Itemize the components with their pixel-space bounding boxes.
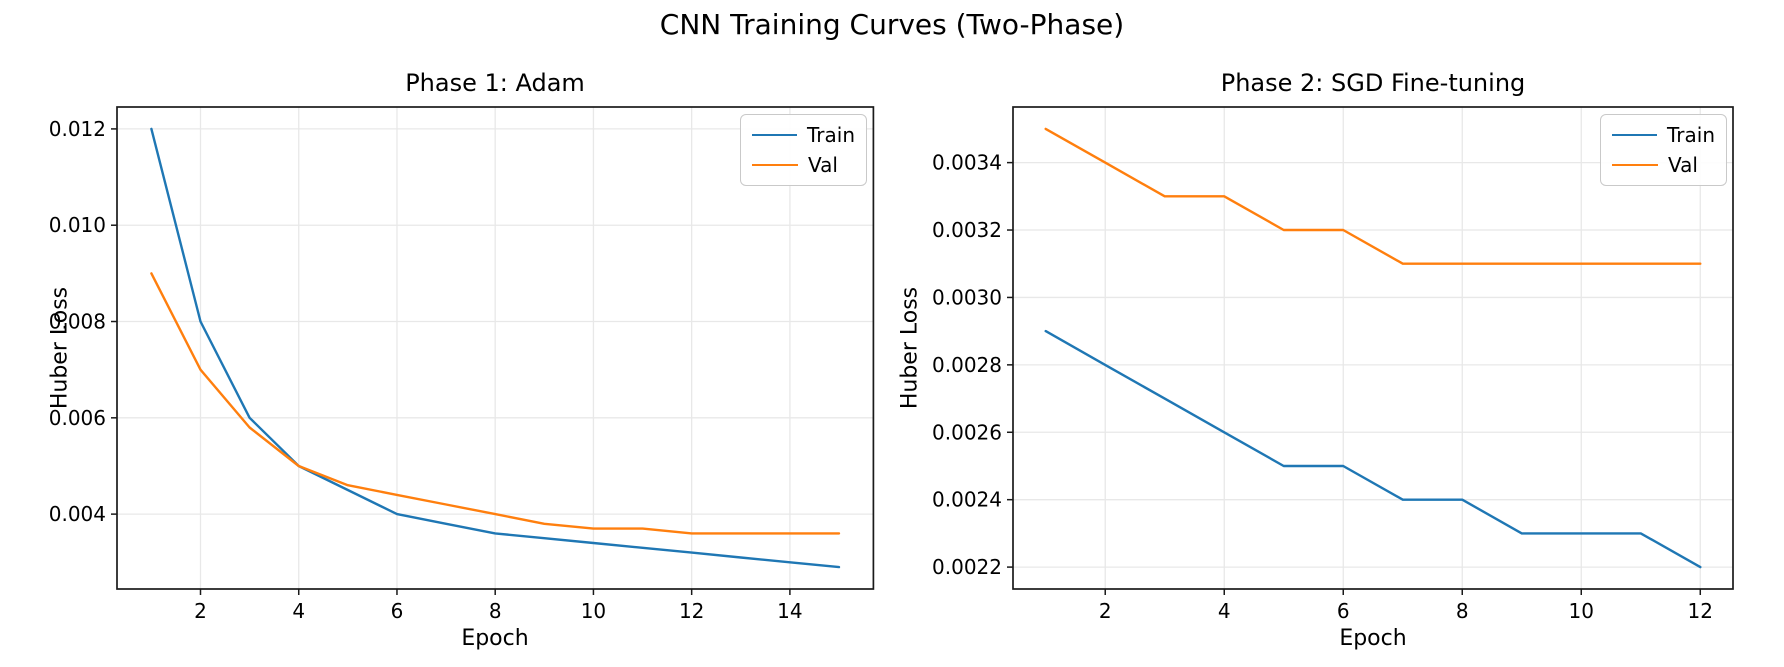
y-tick-label: 0.0030: [932, 285, 1002, 309]
train-line: [1044, 329, 1702, 569]
x-tick-label: 8: [1456, 599, 1469, 623]
x-tick-label: 2: [1099, 599, 1112, 623]
x-tick-label: 12: [679, 599, 704, 623]
figure-title: CNN Training Curves (Two-Phase): [659, 8, 1125, 41]
subplot-1-axes: 2 4 6 8 10 12 14 0.004 0.006 0.008 0.010 0.012: [49, 106, 875, 623]
val-line: [150, 272, 841, 535]
subplot2-legend: Train Val: [1600, 114, 1727, 186]
subplot-2-axes: 2 4 6 8 10 12 0.0022 0.0024 0.0026 0.0028 0.0030 0.…: [932, 106, 1734, 623]
y-tick-label: 0.0032: [932, 218, 1002, 242]
legend-label: Train: [1667, 123, 1715, 147]
legend-entry-val: Val: [752, 155, 855, 175]
x-tick-label: 6: [391, 599, 404, 623]
y-tick-label: 0.004: [49, 502, 106, 526]
legend-label: Train: [807, 123, 855, 147]
train-line: [150, 127, 841, 569]
y-tick-label: 0.006: [49, 406, 106, 430]
x-tick-label: 4: [1218, 599, 1231, 623]
legend-entry-val: Val: [1612, 155, 1715, 175]
subplot2-x-axis-label: Epoch: [1339, 626, 1407, 651]
subplot1-x-axis-label: Epoch: [461, 626, 529, 651]
y-tick-label: 0.0028: [932, 353, 1002, 377]
x-tick-label: 6: [1337, 599, 1350, 623]
x-tick-label: 2: [194, 599, 207, 623]
subplot1-legend: Train Val: [740, 114, 867, 186]
legend-entry-train: Train: [752, 125, 855, 145]
x-tick-label: 12: [1688, 599, 1713, 623]
subplot1-title: Phase 1: Adam: [405, 69, 585, 97]
x-tick-label: 10: [581, 599, 606, 623]
y-tick-label: 0.0022: [932, 555, 1002, 579]
x-tick-label: 10: [1569, 599, 1594, 623]
subplot2-title: Phase 2: SGD Fine-tuning: [1220, 69, 1526, 97]
legend-label: Val: [808, 153, 838, 177]
train-line-swatch: [1612, 134, 1657, 136]
legend-entry-train: Train: [1612, 125, 1715, 145]
x-tick-label: 14: [777, 599, 802, 623]
y-tick-label: 0.0034: [932, 151, 1002, 175]
y-tick-label: 0.0026: [932, 420, 1002, 444]
val-line: [1044, 127, 1702, 265]
axes-frame: [1012, 106, 1734, 590]
y-tick-label: 0.012: [49, 117, 106, 141]
x-tick-label: 8: [489, 599, 502, 623]
subplot1-y-axis-label: Huber Loss: [47, 286, 73, 410]
val-line-swatch: [752, 164, 798, 166]
train-line-swatch: [752, 134, 797, 136]
subplot2-y-axis-label: Huber Loss: [897, 286, 923, 410]
y-tick-label: 0.010: [49, 213, 106, 237]
legend-label: Val: [1668, 153, 1698, 177]
y-tick-label: 0.0024: [932, 488, 1002, 512]
y-tick-label: 0.008: [49, 310, 106, 334]
x-tick-label: 4: [292, 599, 305, 623]
val-line-swatch: [1612, 164, 1658, 166]
